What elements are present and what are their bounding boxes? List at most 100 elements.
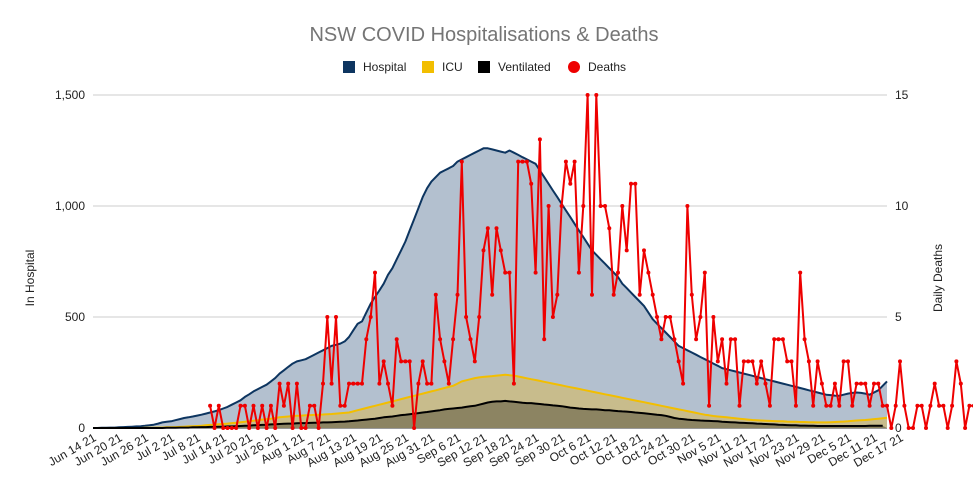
- y-axis-right-title: Daily Deaths: [931, 244, 945, 312]
- deaths-point: [694, 337, 699, 342]
- deaths-point: [429, 381, 434, 386]
- deaths-point: [377, 381, 382, 386]
- deaths-point: [798, 270, 803, 275]
- deaths-point: [824, 403, 829, 408]
- deaths-point: [576, 270, 581, 275]
- deaths-point: [837, 403, 842, 408]
- deaths-point: [880, 403, 885, 408]
- deaths-point: [294, 381, 299, 386]
- deaths-point: [733, 337, 738, 342]
- deaths-point: [715, 359, 720, 364]
- deaths-point: [520, 159, 525, 164]
- deaths-point: [789, 359, 794, 364]
- deaths-point: [303, 426, 308, 430]
- deaths-point: [334, 315, 338, 319]
- deaths-point: [659, 337, 664, 342]
- deaths-point: [928, 403, 933, 408]
- deaths-point: [802, 337, 807, 342]
- deaths-point: [741, 359, 746, 364]
- deaths-point: [685, 204, 690, 208]
- deaths-point: [828, 403, 833, 408]
- legend: Hospital ICU Ventilated Deaths: [343, 60, 626, 74]
- deaths-point: [841, 359, 846, 364]
- deaths-point: [746, 359, 751, 364]
- deaths-point: [793, 403, 798, 408]
- deaths-point: [819, 381, 824, 386]
- deaths-point: [594, 93, 599, 97]
- deaths-point: [542, 337, 547, 342]
- deaths-point: [642, 248, 646, 253]
- deaths-point: [347, 381, 351, 386]
- deaths-point: [490, 292, 495, 297]
- deaths-point: [963, 426, 968, 430]
- deaths-point: [872, 381, 876, 386]
- deaths-point: [537, 137, 542, 142]
- deaths-point: [754, 381, 759, 386]
- deaths-point: [433, 292, 438, 297]
- y-tick-label-right: 10: [895, 199, 909, 213]
- deaths-point: [451, 337, 456, 342]
- deaths-point: [229, 426, 234, 430]
- deaths-point: [728, 337, 733, 342]
- deaths-point: [911, 426, 915, 430]
- deaths-point: [511, 381, 516, 386]
- deaths-point: [307, 403, 312, 408]
- deaths-point: [650, 292, 655, 297]
- deaths-point: [568, 181, 573, 186]
- deaths-point: [481, 248, 486, 253]
- deaths-point: [273, 426, 278, 430]
- legend-label: Hospital: [363, 60, 406, 74]
- deaths-series: [208, 93, 973, 430]
- deaths-point: [655, 315, 659, 319]
- deaths-point: [299, 426, 304, 430]
- deaths-point: [420, 359, 425, 364]
- deaths-point: [637, 292, 642, 297]
- chart-title: NSW COVID Hospitalisations & Deaths: [309, 24, 658, 46]
- deaths-point: [906, 426, 911, 430]
- deaths-point: [611, 292, 616, 297]
- hospital-area: [93, 148, 887, 429]
- deaths-point: [338, 403, 343, 408]
- deaths-point: [663, 315, 668, 319]
- deaths-point: [321, 381, 325, 386]
- deaths-point: [559, 204, 564, 208]
- deaths-point: [394, 337, 399, 342]
- y-tick-label-left: 1,500: [55, 88, 85, 102]
- y-tick-label-right: 5: [895, 310, 902, 324]
- deaths-point: [507, 270, 512, 275]
- deaths-point: [763, 381, 768, 386]
- deaths-point: [550, 315, 555, 319]
- deaths-point: [581, 204, 586, 208]
- deaths-point: [563, 159, 568, 164]
- y-tick-label-left: 1,000: [55, 199, 85, 213]
- deaths-point: [342, 403, 347, 408]
- deaths-point: [516, 159, 521, 164]
- deaths-point: [498, 248, 503, 253]
- deaths-point: [329, 381, 334, 386]
- deaths-point: [472, 359, 477, 364]
- deaths-point: [247, 426, 252, 430]
- deaths-point: [941, 403, 946, 408]
- deaths-point: [924, 426, 928, 430]
- deaths-point: [607, 226, 612, 231]
- deaths-point: [381, 359, 386, 364]
- deaths-point: [546, 204, 551, 208]
- deaths-point: [616, 270, 620, 275]
- deaths-point: [915, 403, 920, 408]
- deaths-point: [885, 403, 889, 408]
- deaths-point: [277, 381, 282, 386]
- deaths-point: [438, 337, 443, 342]
- deaths-point: [629, 181, 633, 186]
- deaths-point: [950, 403, 955, 408]
- deaths-point: [403, 359, 408, 364]
- deaths-point: [932, 381, 937, 386]
- deaths-point: [459, 159, 464, 164]
- deaths-point: [407, 359, 412, 364]
- deaths-point: [806, 359, 811, 364]
- deaths-point: [325, 315, 330, 319]
- ventilated-area: [93, 400, 887, 428]
- deaths-point: [967, 403, 972, 408]
- deaths-point: [264, 426, 269, 430]
- deaths-point: [954, 359, 959, 364]
- deaths-point: [672, 337, 677, 342]
